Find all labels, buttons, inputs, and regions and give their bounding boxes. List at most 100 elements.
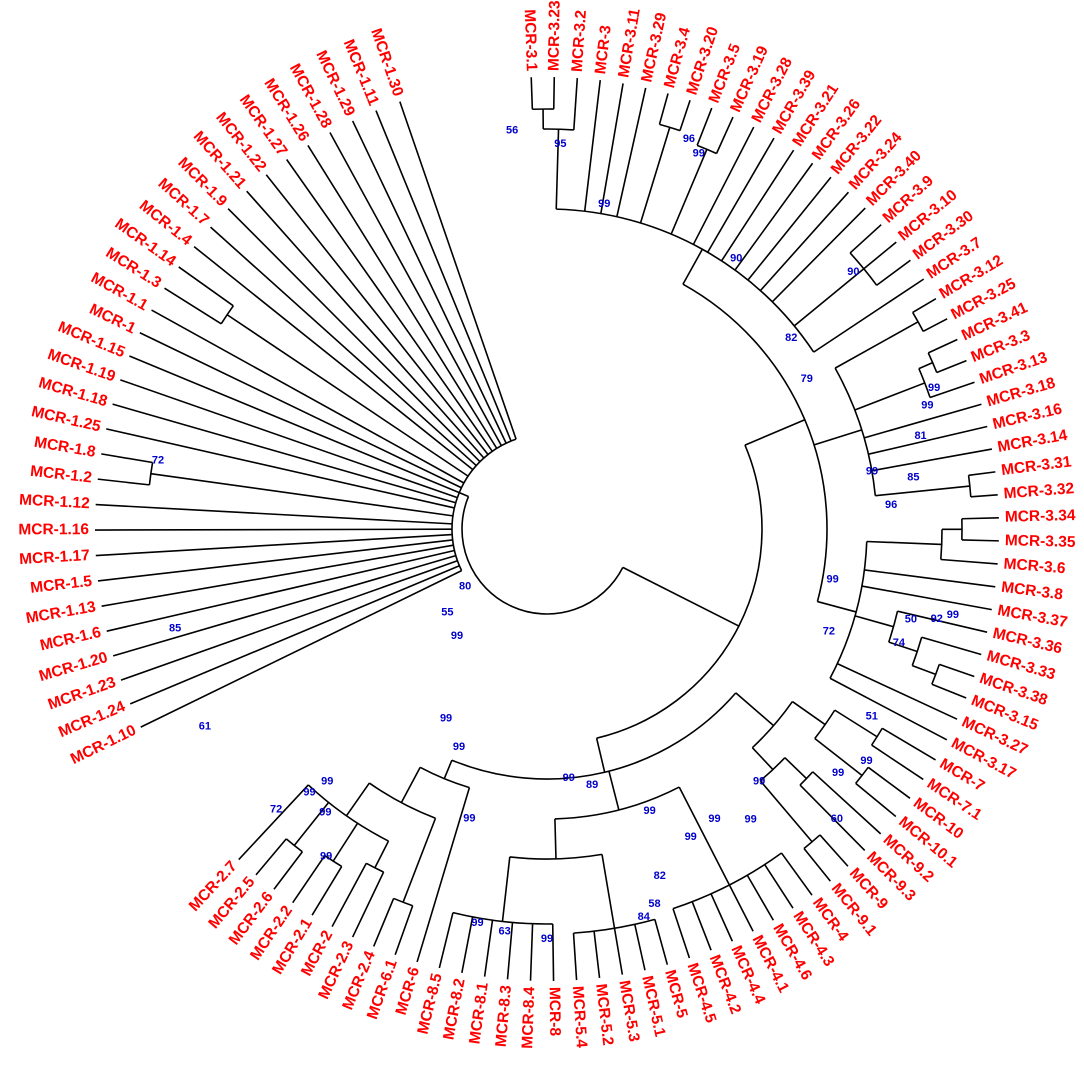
bootstrap-value: 58 <box>648 898 660 910</box>
internal-branch <box>854 382 926 411</box>
leaf-branch <box>106 428 455 509</box>
bootstrap-value: 85 <box>169 623 181 635</box>
leaf-label: MCR-8.4 <box>519 986 538 1049</box>
leaf-branch <box>616 87 647 217</box>
leaf-branch <box>849 224 882 254</box>
leaf-label: MCR-1.25 <box>30 403 103 435</box>
internal-branch <box>402 817 437 903</box>
internal-branch <box>622 566 740 627</box>
bootstrap-value: 99 <box>451 630 463 642</box>
leaf-label: MCR-3.11 <box>615 7 644 79</box>
internal-branch <box>458 491 469 498</box>
bootstrap-value: 80 <box>459 580 471 592</box>
leaf-branch <box>483 920 494 977</box>
leaf-branch <box>273 851 304 890</box>
internal-branch <box>735 692 775 727</box>
leaf-branch <box>227 208 481 463</box>
bootstrap-value: 90 <box>847 266 859 278</box>
leaf-branch <box>720 149 795 262</box>
leaf-branch <box>939 663 975 678</box>
internal-branch <box>784 757 808 780</box>
leaf-branch <box>759 191 850 292</box>
leaf-label: MCR-1.13 <box>25 598 98 627</box>
internal-branch <box>332 822 359 862</box>
leaf-branch <box>734 162 814 271</box>
leaf-branch <box>101 544 454 607</box>
bootstrap-value: 99 <box>320 850 332 862</box>
leaf-branch <box>921 636 982 656</box>
leaf-branch <box>178 266 234 307</box>
leaf-branch <box>970 494 998 498</box>
leaf-branch <box>286 159 493 452</box>
clade-arc <box>285 838 303 853</box>
leaf-branch <box>863 241 897 270</box>
leaf-branch <box>151 309 465 484</box>
leaf-label: MCR-5.2 <box>592 983 616 1047</box>
bootstrap-value: 99 <box>860 755 872 767</box>
clade-arc <box>940 529 943 560</box>
leaf-branch <box>881 727 936 761</box>
leaf-branch <box>112 554 457 657</box>
clade-arc <box>931 664 941 685</box>
leaf-branch <box>613 928 624 975</box>
leaf-label: MCR-1.5 <box>29 573 93 597</box>
leaf-branch <box>375 110 512 442</box>
leaf-branch <box>600 83 624 214</box>
leaf-branch <box>961 517 999 520</box>
leaf-branch <box>868 425 988 455</box>
bootstrap-value: 99 <box>921 399 933 411</box>
bootstrap-value: 72 <box>823 626 835 638</box>
leaf-branch <box>812 771 882 835</box>
bootstrap-value: 79 <box>801 373 813 385</box>
leaf-branch <box>691 901 712 951</box>
leaf-label: MCR-3.35 <box>1005 532 1076 551</box>
bootstrap-value: 99 <box>744 814 756 826</box>
bootstrap-value: 99 <box>928 382 940 394</box>
leaf-branch <box>210 226 477 467</box>
leaf-branch <box>593 931 601 979</box>
leaf-branch <box>871 744 924 781</box>
clade-arc <box>451 692 737 780</box>
leaf-label: MCR-1.17 <box>19 547 91 568</box>
bootstrap-value: 63 <box>499 926 511 938</box>
leaf-branch <box>164 287 222 325</box>
leaf-label: MCR-3.34 <box>1005 507 1076 526</box>
leaf-branch <box>855 782 897 818</box>
internal-branch <box>813 429 862 446</box>
internal-branch <box>345 782 371 817</box>
internal-branch <box>226 314 469 477</box>
leaf-branch <box>530 77 534 110</box>
internal-branch <box>293 801 330 846</box>
internal-branch <box>918 361 933 370</box>
internal-branch <box>793 268 865 327</box>
bootstrap-value: 72 <box>270 803 282 815</box>
internal-branch <box>601 854 616 929</box>
leaf-branch <box>912 297 937 314</box>
internal-branch <box>744 419 806 446</box>
leaf-label: MCR-5.1 <box>638 974 668 1039</box>
bootstrap-value: 72 <box>152 454 164 466</box>
leaf-branch <box>461 916 474 974</box>
internal-branch <box>639 127 671 224</box>
internal-branch <box>554 818 557 859</box>
leaf-branch <box>634 924 646 971</box>
bootstrap-value: 51 <box>866 710 878 722</box>
bootstrap-value: 99 <box>826 573 838 585</box>
bootstrap-value: 99 <box>321 776 333 788</box>
bootstrap-value: 50 <box>905 614 917 626</box>
leaf-branch <box>101 453 153 464</box>
leaf-label: MCR-3.1 <box>521 9 540 72</box>
leaf-branch <box>506 922 514 980</box>
leaf-branch <box>803 847 831 882</box>
leaf-branch <box>747 176 832 281</box>
leaf-branch <box>351 871 385 938</box>
leaf-branch <box>876 259 911 286</box>
leaf-label: MCR-3 <box>592 24 615 75</box>
leaf-branch <box>654 919 669 965</box>
internal-branch <box>875 485 970 497</box>
bootstrap-value: 99 <box>440 713 452 725</box>
clade-arc <box>911 312 924 332</box>
leaf-label: MCR-8.3 <box>493 984 515 1048</box>
bootstrap-value: 55 <box>441 606 453 618</box>
